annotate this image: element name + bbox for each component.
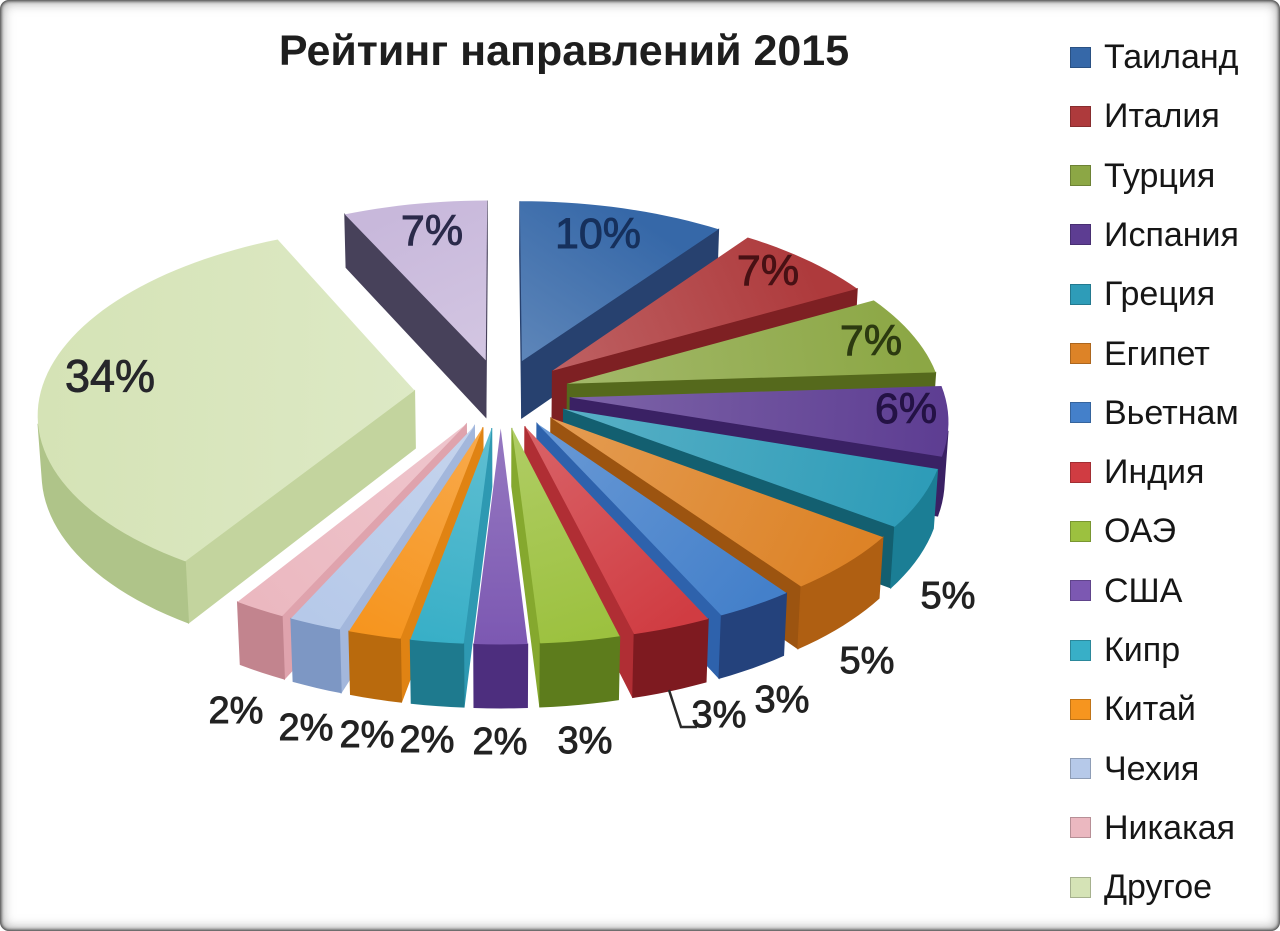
pie-label-3%: 3% xyxy=(558,720,613,762)
pie-label-7%: 7% xyxy=(401,207,463,255)
legend-item-Другое: Другое xyxy=(1070,867,1212,907)
legend-item-Кипр: Кипр xyxy=(1070,630,1180,670)
legend-label: Индия xyxy=(1104,453,1205,492)
legend-label: Греция xyxy=(1104,275,1216,314)
legend-item-Китай: Китай xyxy=(1070,689,1196,729)
legend-label: Чехия xyxy=(1104,749,1200,788)
legend-swatch xyxy=(1070,876,1091,898)
pie-label-34%: 34% xyxy=(65,351,155,402)
legend-item-Греция: Греция xyxy=(1070,274,1215,314)
legend-label: Италия xyxy=(1104,97,1220,136)
pie-label-2%: 2% xyxy=(279,707,334,749)
pie-slice-ОАЭ xyxy=(511,427,621,708)
legend-item-Таиланд: Таиланд xyxy=(1070,37,1239,77)
legend-swatch xyxy=(1070,402,1091,424)
legend-label: Другое xyxy=(1104,868,1213,907)
pie-slice-Кипр xyxy=(409,427,493,708)
legend-label: Вьетнам xyxy=(1104,393,1239,432)
legend-label: США xyxy=(1104,571,1183,610)
pie-label-2%: 2% xyxy=(209,690,264,732)
legend-label: Никакая xyxy=(1104,808,1236,847)
legend-swatch xyxy=(1070,639,1091,661)
legend-item-Италия: Италия xyxy=(1070,96,1220,136)
pie-label-3%: 3% xyxy=(755,679,810,721)
legend-item-Индия: Индия xyxy=(1070,452,1204,492)
legend-label: Китай xyxy=(1104,690,1196,729)
legend-item-Чехия: Чехия xyxy=(1070,749,1199,789)
pie-label-5%: 5% xyxy=(840,640,895,682)
legend-swatch xyxy=(1070,520,1091,542)
legend-swatch xyxy=(1070,283,1091,305)
legend-label: Кипр xyxy=(1104,631,1181,669)
pie-label-2%: 2% xyxy=(400,719,455,761)
pie-label-7%: 7% xyxy=(737,247,799,295)
legend-swatch xyxy=(1070,343,1091,364)
legend-label: Испания xyxy=(1104,215,1239,254)
legend-label: ОАЭ xyxy=(1104,512,1177,551)
legend-swatch xyxy=(1070,698,1091,720)
chart-title: Рейтинг направлений 2015 xyxy=(278,27,850,75)
legend-label: Турция xyxy=(1104,156,1216,195)
pie-label-7%: 7% xyxy=(840,317,902,365)
legend-swatch xyxy=(1070,758,1091,780)
legend-swatch xyxy=(1070,105,1091,127)
legend-swatch xyxy=(1070,165,1091,187)
legend-swatch xyxy=(1070,46,1091,68)
pie-label-2%: 2% xyxy=(473,721,528,763)
legend-swatch xyxy=(1070,817,1091,839)
legend-swatch xyxy=(1070,224,1091,246)
legend-item-США: США xyxy=(1070,571,1182,611)
pie-label-10%: 10% xyxy=(555,210,641,258)
legend-item-Турция: Турция xyxy=(1070,156,1215,196)
legend-item-ОАЭ: ОАЭ xyxy=(1070,511,1176,551)
legend-item-Вьетнам: Вьетнам xyxy=(1070,393,1239,433)
pie-label-6%: 6% xyxy=(875,385,937,433)
pie-label-5%: 5% xyxy=(921,575,976,617)
legend-swatch xyxy=(1070,461,1091,483)
legend-item-Испания: Испания xyxy=(1070,215,1239,255)
legend-label: Таиланд xyxy=(1104,38,1239,76)
pie-label-3%: 3% xyxy=(692,694,747,736)
legend-item-Египет: Египет xyxy=(1070,334,1210,374)
legend-item-Никакая: Никакая xyxy=(1070,808,1235,848)
pie-slice-Другое xyxy=(37,239,416,625)
legend-swatch xyxy=(1070,580,1091,602)
pie-label-2%: 2% xyxy=(340,714,395,756)
pie-slice-США xyxy=(473,428,529,709)
legend-label: Египет xyxy=(1104,334,1210,373)
pie-slice-extra xyxy=(344,200,488,419)
